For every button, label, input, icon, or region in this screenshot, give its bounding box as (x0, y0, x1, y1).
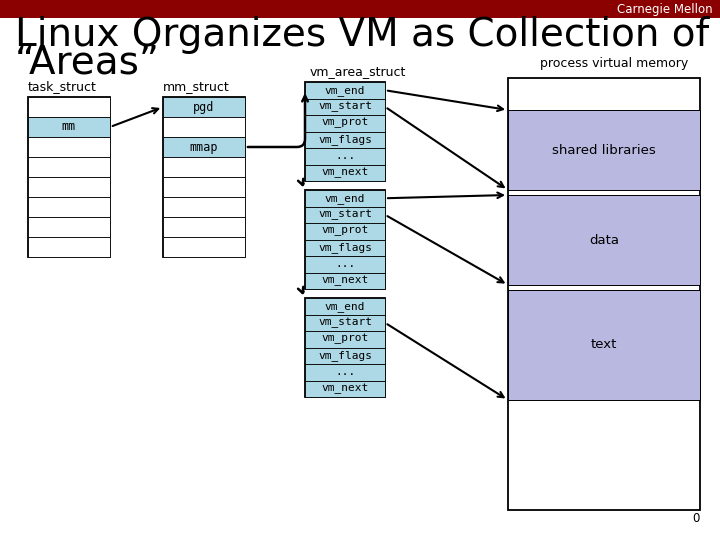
Text: text: text (591, 339, 617, 352)
Bar (305, 190, 385, 206)
Text: mm_struct: mm_struct (163, 80, 230, 93)
Text: vm_flags: vm_flags (318, 134, 372, 145)
Bar (305, 190, 385, 289)
Bar (305, 331, 385, 348)
Bar (163, 117, 245, 137)
Bar (508, 78, 700, 510)
Bar (305, 82, 385, 98)
Bar (305, 298, 385, 314)
Bar (163, 197, 245, 217)
Bar (28, 117, 110, 137)
Bar (305, 314, 385, 331)
Text: vm_end: vm_end (325, 193, 365, 204)
Text: process virtual memory: process virtual memory (540, 57, 688, 70)
Bar (305, 165, 385, 181)
Text: pgd: pgd (193, 100, 215, 113)
Text: vm_prot: vm_prot (321, 226, 369, 237)
Text: mmap: mmap (190, 140, 218, 153)
Text: mm: mm (62, 120, 76, 133)
Bar (28, 137, 110, 157)
Text: ...: ... (335, 259, 355, 269)
Bar (305, 132, 385, 148)
Bar (28, 177, 110, 197)
Bar (305, 364, 385, 381)
Text: vm_prot: vm_prot (321, 334, 369, 345)
Bar (28, 197, 110, 217)
Bar (305, 82, 385, 181)
Text: vm_next: vm_next (321, 383, 369, 394)
Bar (163, 97, 245, 117)
Bar (28, 97, 110, 117)
Bar (305, 223, 385, 240)
Text: 0: 0 (693, 512, 700, 525)
Bar (163, 157, 245, 177)
Text: vm_prot: vm_prot (321, 118, 369, 129)
Bar (305, 348, 385, 364)
Bar (305, 381, 385, 397)
Text: Linux Organizes VM as Collection of: Linux Organizes VM as Collection of (15, 16, 709, 54)
Bar (305, 115, 385, 132)
Bar (305, 273, 385, 289)
Text: vm_flags: vm_flags (318, 242, 372, 253)
Bar (305, 298, 385, 397)
Bar (28, 217, 110, 237)
Bar (305, 206, 385, 223)
Text: “Areas”: “Areas” (15, 43, 160, 81)
Bar (305, 148, 385, 165)
Bar (163, 177, 245, 197)
Text: data: data (589, 233, 619, 246)
Bar (508, 195, 700, 285)
Bar (508, 290, 700, 400)
Bar (163, 137, 245, 157)
Text: vm_start: vm_start (318, 102, 372, 112)
Bar (305, 98, 385, 115)
Bar (28, 97, 110, 257)
Bar (305, 256, 385, 273)
Bar (163, 237, 245, 257)
Text: vm_flags: vm_flags (318, 350, 372, 361)
Bar (163, 217, 245, 237)
Text: task_struct: task_struct (28, 80, 97, 93)
Bar (0, 0, 720, 18)
Text: vm_next: vm_next (321, 275, 369, 286)
Bar (305, 240, 385, 256)
Text: vm_start: vm_start (318, 318, 372, 328)
Text: vm_end: vm_end (325, 85, 365, 96)
Bar (28, 157, 110, 177)
Text: shared libraries: shared libraries (552, 144, 656, 157)
Bar (508, 110, 700, 190)
Text: ...: ... (335, 151, 355, 161)
Text: vm_area_struct: vm_area_struct (310, 65, 406, 78)
Text: vm_start: vm_start (318, 210, 372, 220)
Text: vm_end: vm_end (325, 301, 365, 312)
Text: Carnegie Mellon: Carnegie Mellon (617, 3, 713, 16)
Text: ...: ... (335, 367, 355, 377)
Bar (28, 237, 110, 257)
Bar (163, 97, 245, 257)
Text: vm_next: vm_next (321, 167, 369, 178)
